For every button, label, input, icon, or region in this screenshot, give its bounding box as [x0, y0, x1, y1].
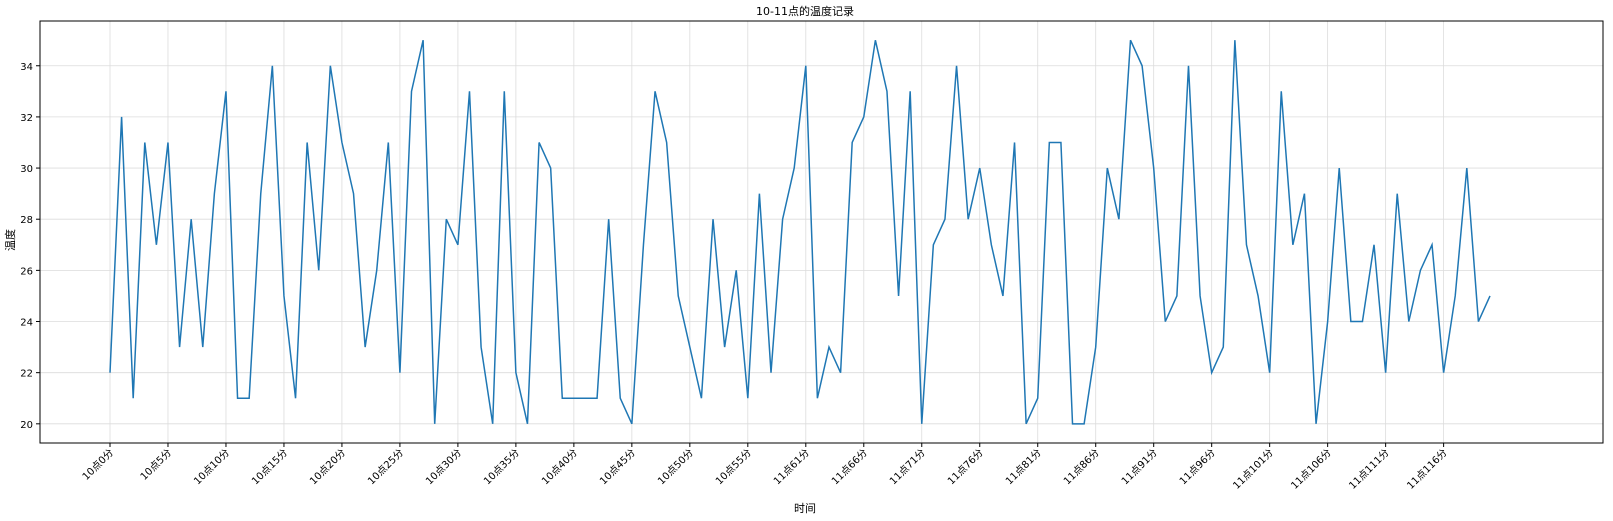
y-tick-label: 26: [20, 266, 33, 277]
x-tick-label: 11点96分: [1177, 447, 1218, 488]
x-axis-label: 时间: [794, 502, 816, 515]
y-tick-label: 32: [20, 113, 33, 124]
y-tick-label: 30: [20, 164, 33, 175]
x-tick-label: 11点76分: [945, 447, 986, 488]
x-tick-label: 11点71分: [887, 447, 928, 488]
x-tick-label: 10点30分: [423, 447, 464, 488]
x-tick-label: 10点35分: [481, 447, 522, 488]
x-tick-label: 11点86分: [1061, 447, 1102, 488]
y-tick-label: 28: [20, 215, 33, 226]
chart-title: 10-11点的温度记录: [756, 4, 854, 18]
x-tick-label: 11点116分: [1405, 447, 1450, 492]
series-line: [109, 39, 1491, 425]
x-tick-label: 11点111分: [1347, 447, 1392, 492]
y-tick-label: 22: [20, 369, 33, 380]
x-tick-label: 10点10分: [191, 447, 232, 488]
x-tick-label: 11点66分: [829, 447, 870, 488]
x-tick-label: 10点40分: [539, 447, 580, 488]
x-tick-label: 11点106分: [1289, 447, 1334, 492]
x-tick-label: 10点45分: [597, 447, 638, 488]
y-axis-ticks: 20 22 24 26 28 30 32 34: [20, 62, 40, 431]
x-tick-label: 11点91分: [1119, 447, 1160, 488]
x-tick-label: 11点101分: [1231, 447, 1276, 492]
x-tick-label: 10点20分: [307, 447, 348, 488]
x-tick-label: 11点81分: [1003, 447, 1044, 488]
x-tick-label: 10点25分: [365, 447, 406, 488]
y-tick-label: 24: [20, 318, 33, 329]
y-axis-label: 温度: [3, 229, 17, 251]
x-tick-label: 10点15分: [249, 447, 290, 488]
x-tick-label: 10点0分: [80, 447, 116, 483]
plot-frame: [39, 20, 1604, 444]
x-tick-label: 10点50分: [655, 447, 696, 488]
x-tick-label: 10点55分: [713, 447, 754, 488]
x-tick-label: 11点61分: [771, 447, 812, 488]
y-tick-label: 34: [20, 62, 33, 73]
x-axis-ticks: 10点0分 10点5分 10点10分 10点15分 10点20分 10点25分 10点30分…: [80, 443, 1450, 492]
x-tick-label: 10点5分: [138, 447, 174, 483]
y-tick-label: 20: [20, 420, 33, 431]
